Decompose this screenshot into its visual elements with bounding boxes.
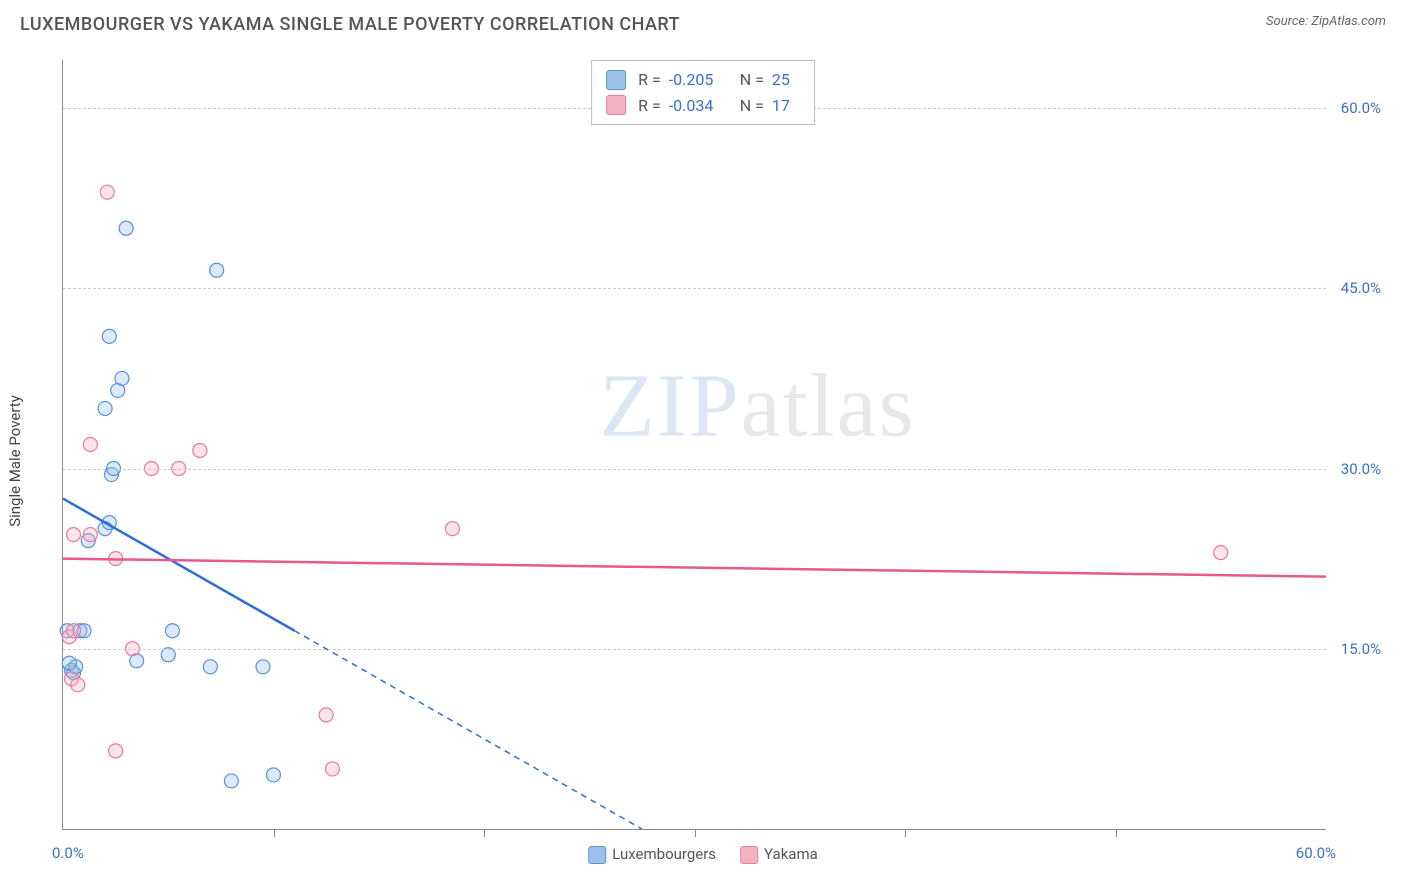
legend-item: Yakama (740, 845, 818, 864)
y-tick-label: 45.0% (1331, 279, 1381, 297)
legend-label: Luxembourgers (612, 845, 716, 863)
data-point (193, 444, 207, 458)
y-tick-label: 60.0% (1331, 99, 1381, 117)
data-point (119, 221, 133, 235)
data-point (319, 708, 333, 722)
bottom-legend: Luxembourgers Yakama (588, 845, 818, 864)
gridline (63, 469, 1326, 470)
data-point (203, 660, 217, 674)
stat-n-value: 17 (772, 93, 800, 119)
stat-n-label: N = (732, 67, 764, 93)
x-max-label: 60.0% (1296, 844, 1336, 862)
trend-line-solid (63, 559, 1326, 577)
data-point (71, 678, 85, 692)
legend-swatch (588, 846, 606, 864)
y-tick-label: 15.0% (1331, 640, 1381, 658)
y-tick-label: 30.0% (1331, 460, 1381, 478)
data-point (62, 656, 76, 670)
stats-legend-box: R = -0.205 N = 25 R = -0.034 N = 17 (591, 60, 815, 125)
plot-area: ZIPatlas 15.0%30.0%45.0%60.0% (62, 60, 1326, 830)
legend-swatch (606, 95, 626, 115)
data-point (256, 660, 270, 674)
stat-r-value: -0.034 (669, 93, 724, 119)
data-point (325, 762, 339, 776)
stat-r-value: -0.205 (669, 67, 724, 93)
legend-swatch (606, 70, 626, 90)
data-point (267, 768, 281, 782)
chart-title: LUXEMBOURGER VS YAKAMA SINGLE MALE POVER… (20, 14, 680, 35)
data-point (109, 744, 123, 758)
chart-container: Single Male Poverty ZIPatlas 15.0%30.0%4… (20, 40, 1386, 882)
stat-n-value: 25 (772, 67, 800, 93)
stats-row: R = -0.205 N = 25 (606, 67, 800, 93)
legend-label: Yakama (764, 845, 818, 863)
legend-swatch (740, 846, 758, 864)
y-axis-label: Single Male Poverty (6, 395, 24, 527)
x-min-label: 0.0% (52, 844, 84, 862)
data-point (102, 329, 116, 343)
x-tick (695, 829, 696, 837)
trend-line-solid (63, 499, 295, 631)
stat-n-label: N = (732, 93, 764, 119)
x-tick (484, 829, 485, 837)
data-point (210, 263, 224, 277)
data-point (98, 401, 112, 415)
x-tick (274, 829, 275, 837)
data-point (1214, 546, 1228, 560)
data-point (100, 185, 114, 199)
x-tick (905, 829, 906, 837)
legend-item: Luxembourgers (588, 845, 716, 864)
gridline (63, 649, 1326, 650)
data-point (67, 624, 81, 638)
gridline (63, 288, 1326, 289)
x-tick (1116, 829, 1117, 837)
data-point (83, 438, 97, 452)
stat-r-label: R = (638, 67, 661, 93)
data-point (161, 648, 175, 662)
data-point (67, 528, 81, 542)
trend-line-dash (295, 631, 642, 829)
data-point (115, 371, 129, 385)
source-label: Source: ZipAtlas.com (1266, 14, 1386, 29)
stats-row: R = -0.034 N = 17 (606, 93, 800, 119)
stat-r-label: R = (638, 93, 661, 119)
data-point (224, 774, 238, 788)
plot-svg (63, 60, 1326, 829)
data-point (83, 528, 97, 542)
data-point (165, 624, 179, 638)
data-point (445, 522, 459, 536)
